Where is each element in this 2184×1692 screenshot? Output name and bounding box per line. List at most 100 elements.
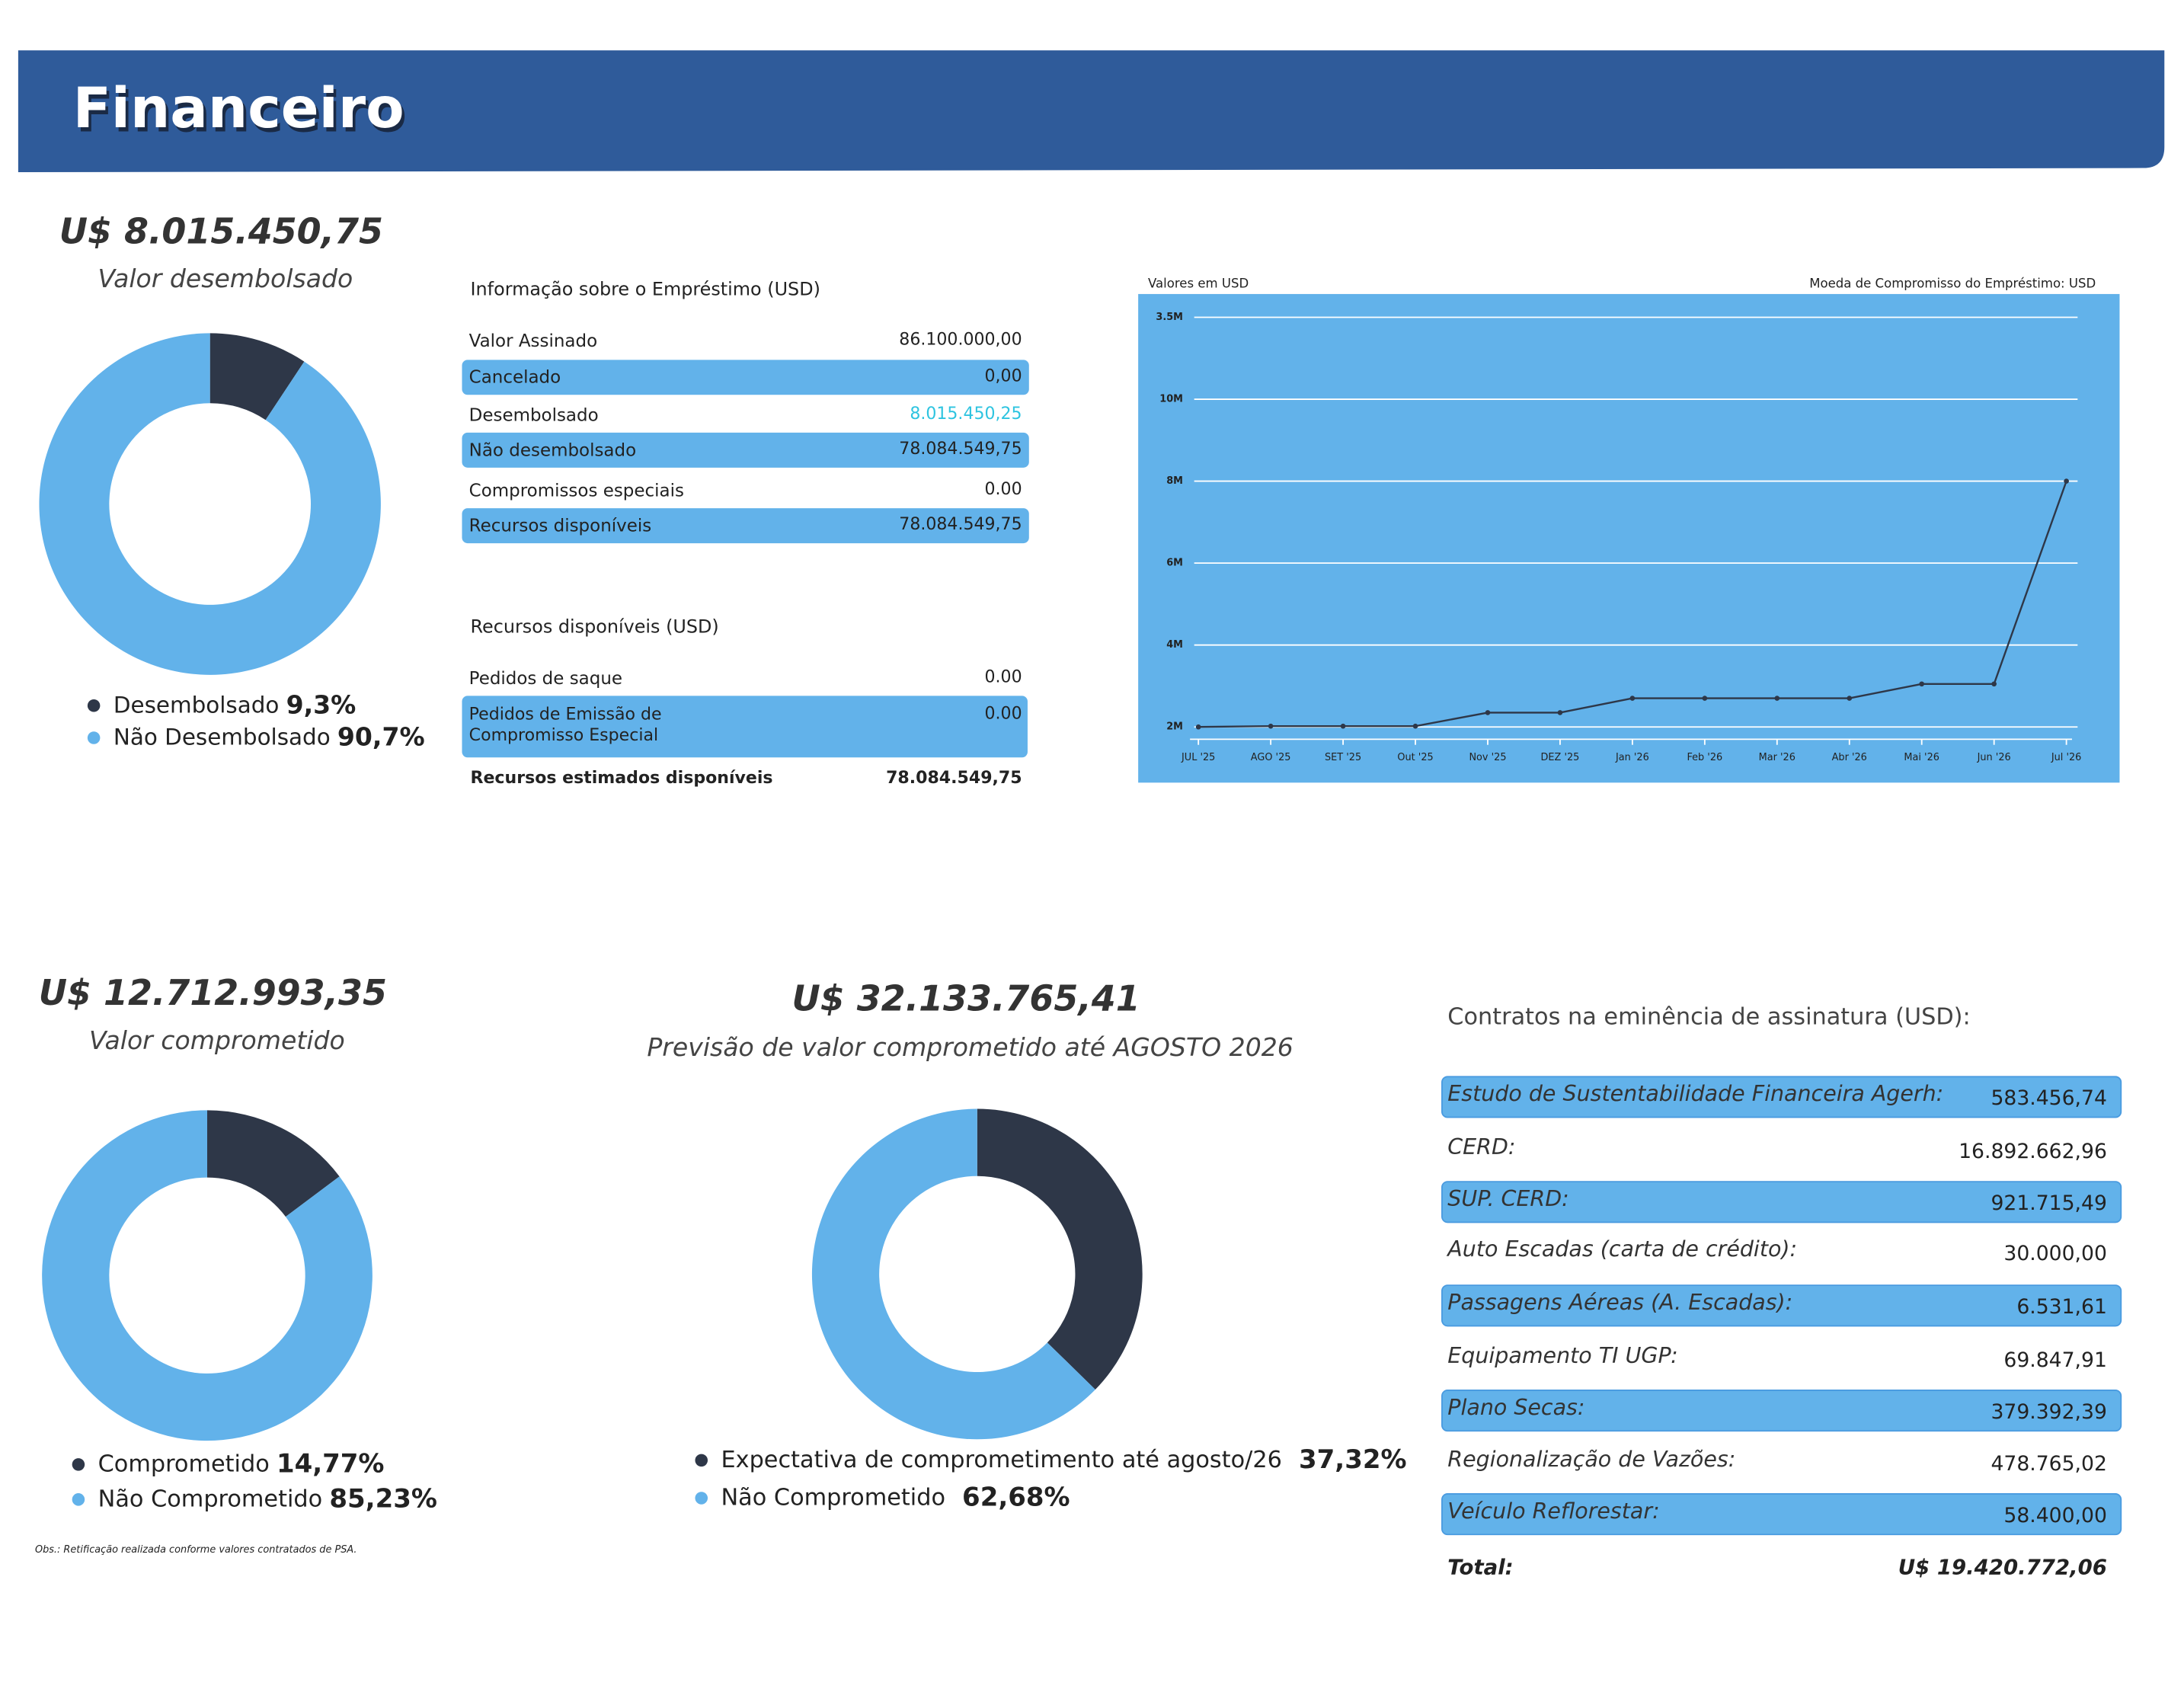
row-label: Equipamento TI UGP:	[1447, 1343, 1677, 1368]
row-value: 0,00	[985, 366, 1022, 385]
row-label: Compromissos especiais	[469, 481, 684, 501]
row-value: 0.00	[985, 668, 1022, 687]
row-label: Desembolsado	[469, 405, 599, 425]
amount: U$ 8.015.450,75	[59, 210, 383, 251]
donut-slice	[42, 1110, 373, 1441]
row-label: Estudo de Sustentabilidade Financeira Ag…	[1447, 1081, 1943, 1106]
legend-entry: Não Comprometido 85,23%	[98, 1483, 437, 1514]
amount: U$ 32.133.765,41	[791, 978, 1140, 1019]
row-label: CERD:	[1447, 1134, 1515, 1159]
subtitle: Previsão de valor comprometido até AGOST…	[647, 1032, 1293, 1062]
legend-value: 14,77%	[277, 1448, 385, 1479]
x-tick-label: Jun '26	[1977, 752, 2011, 763]
donut-slice	[39, 333, 381, 675]
legend-dot	[87, 731, 101, 744]
legend-dot	[72, 1458, 85, 1471]
x-tick-label: Mai '26	[1904, 752, 1939, 763]
title-shadow: Financeiro	[75, 81, 407, 146]
y-tick-label: 2M	[1166, 721, 1183, 733]
row-label-box: Pedidos de Emissão de Compromisso Especi…	[468, 704, 662, 745]
row-value: 0.00	[985, 480, 1022, 499]
legend-label: Não Comprometido	[721, 1484, 945, 1511]
footnote: Obs.: Retificação realizada conforme val…	[35, 1544, 357, 1556]
row-label: SUP. CERD:	[1447, 1186, 1568, 1211]
chart-annotation: Moeda de Compromisso do Empréstimo: USD	[1809, 277, 2096, 291]
x-tick-label: Jul '26	[2051, 752, 2082, 763]
x-tick-label: Feb '26	[1687, 752, 1722, 763]
x-tick-label: SET '25	[1325, 752, 1361, 763]
row-highlight	[1441, 1284, 2122, 1327]
legend-dot	[695, 1454, 708, 1467]
data-point	[1557, 710, 1563, 715]
row-label: Plano Secas:	[1447, 1395, 1584, 1420]
data-point	[1919, 681, 1925, 687]
total-value: U$ 19.420.772,06	[1898, 1555, 2107, 1579]
x-tick-label: Nov '25	[1469, 752, 1506, 763]
legend-entry: Expectativa de comprometimento até agost…	[721, 1444, 1406, 1474]
row-label: Valor Assinado	[469, 331, 597, 351]
legend-value: 85,23%	[329, 1483, 437, 1514]
legend-label: Desembolsado	[114, 692, 280, 718]
row-value: 6.531,61	[2016, 1295, 2107, 1319]
y-tick-label: 3.5M	[1156, 312, 1183, 323]
total-label: Total:	[1447, 1555, 1513, 1579]
row-value: 583.456,74	[1991, 1086, 2106, 1110]
row-label: Regionalização de Vazões:	[1447, 1447, 1735, 1472]
row-highlight	[1441, 1493, 2122, 1536]
legend-entry: Não Desembolsado 90,7%	[114, 721, 425, 751]
legend-value: 90,7%	[337, 721, 425, 751]
data-point	[1268, 723, 1274, 729]
legend-label: Expectativa de comprometimento até agost…	[721, 1446, 1281, 1473]
x-tick-label: Abr '26	[1832, 752, 1867, 763]
row-value: 30.000,00	[2003, 1242, 2107, 1265]
total-label: Recursos estimados disponíveis	[471, 769, 773, 788]
row-value: 921.715,49	[1991, 1191, 2106, 1215]
row-highlight	[462, 696, 1028, 758]
legend-entry: Não Comprometido 62,68%	[721, 1482, 1070, 1512]
row-highlight	[462, 508, 1029, 544]
data-point	[1412, 723, 1418, 729]
legend-label: Comprometido	[98, 1451, 270, 1477]
row-value: 69.847,91	[2003, 1348, 2107, 1372]
data-point	[1485, 710, 1491, 715]
data-point	[1991, 681, 1997, 687]
donut-slice	[207, 1110, 340, 1217]
row-label: Pedidos de Emissão de Compromisso Especi…	[468, 704, 662, 745]
x-tick-label: DEZ '25	[1541, 752, 1580, 763]
y-tick-label: 6M	[1166, 558, 1183, 569]
legend-entry: Comprometido 14,77%	[98, 1448, 385, 1479]
data-point	[1629, 696, 1636, 701]
legend-label: Não Comprometido	[98, 1486, 323, 1512]
y-tick-label: 4M	[1166, 639, 1183, 651]
x-tick-label: Out '25	[1397, 752, 1433, 763]
donut-slice	[209, 333, 305, 421]
data-point	[1774, 696, 1780, 701]
line-panel	[1138, 293, 2120, 783]
page-title: Financeiro	[73, 76, 405, 141]
data-point	[1702, 696, 1708, 701]
legend-value: 9,3%	[286, 689, 357, 719]
row-label: Recursos disponíveis	[469, 517, 652, 536]
donut-slice	[811, 1108, 1095, 1440]
legend-dot	[695, 1492, 708, 1505]
row-label: Passagens Aéreas (A. Escadas):	[1447, 1290, 1792, 1315]
data-point	[2064, 478, 2069, 484]
row-highlight	[462, 432, 1029, 468]
row-highlight	[462, 360, 1029, 395]
amount: U$ 12.712.993,35	[39, 972, 387, 1013]
x-tick-label: AGO '25	[1251, 752, 1291, 763]
data-point	[1195, 724, 1201, 730]
legend-value: 62,68%	[962, 1482, 1070, 1512]
row-label: Pedidos de saque	[469, 669, 622, 689]
subtitle: Valor comprometido	[89, 1025, 345, 1055]
row-value: 8.015.450,25	[910, 405, 1022, 424]
row-label: Não desembolsado	[469, 440, 636, 460]
x-tick-label: Jan '26	[1615, 752, 1649, 763]
row-value: 86.100.000,00	[899, 331, 1022, 350]
donut-slice	[977, 1108, 1143, 1390]
chart-annotation: Valores em USD	[1148, 277, 1249, 291]
legend-dot	[87, 699, 101, 712]
x-tick-label: JUL '25	[1181, 752, 1215, 763]
